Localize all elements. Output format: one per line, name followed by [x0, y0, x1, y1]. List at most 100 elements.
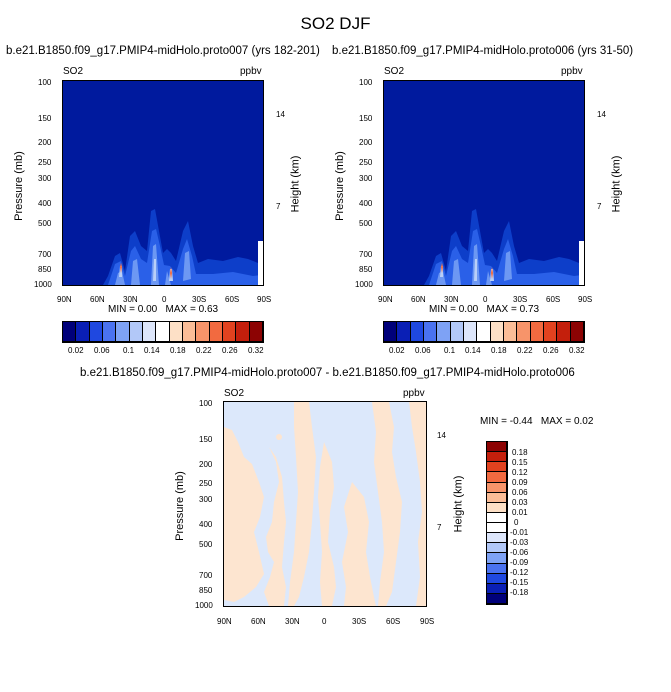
diff-y-tick-700: 700 [199, 571, 213, 580]
left-x-tick-30n: 30N [123, 295, 138, 304]
left-colorbar-swatch [102, 322, 117, 342]
right-x-tick-90s: 90S [578, 295, 593, 304]
diff-y-tick-100: 100 [199, 399, 213, 408]
right-plot-area [383, 80, 585, 286]
left-cbar-label-0.06: 0.06 [94, 346, 110, 355]
left-y-tick-200: 200 [38, 138, 52, 147]
diff-y-tick-850: 850 [199, 586, 213, 595]
left-cbar-label-0.18: 0.18 [170, 346, 186, 355]
diff-colorbar-swatch [487, 512, 507, 523]
right-y-tick-150: 150 [359, 114, 373, 123]
diff-x-tick-90s: 90S [420, 617, 435, 626]
diff-heatmap [224, 402, 426, 606]
right-colorbar-swatch [530, 322, 544, 342]
diff-cbar-label-14: -0.18 [510, 588, 529, 597]
left-cbar-label-0.14: 0.14 [144, 346, 160, 355]
right-panel-title: b.e21.B1850.f09_g17.PMIP4-midHolo.proto0… [332, 45, 634, 57]
right-colorbar-swatch [437, 322, 451, 342]
diff-y-right-axis-label: Height (km) [452, 475, 465, 533]
left-y-tick-100: 100 [38, 78, 52, 87]
diff-cbar-label-0: 0.18 [512, 448, 528, 457]
diff-y-tick-250: 250 [199, 479, 213, 488]
right-cbar-label-0.02: 0.02 [389, 346, 405, 355]
right-x-tick-60n: 60N [411, 295, 426, 304]
diff-min-label: MIN = [480, 416, 507, 427]
diff-cbar-label-2: 0.12 [512, 468, 528, 477]
right-x-tick-30n: 30N [444, 295, 459, 304]
diff-x-tick-90n: 90N [217, 617, 232, 626]
right-max-value: 0.73 [519, 304, 540, 315]
right-x-tick-0: 0 [483, 295, 488, 304]
right-cbar-label-0.1: 0.1 [444, 346, 456, 355]
left-variable-label: SO2 [63, 66, 84, 77]
right-y-tick-400: 400 [359, 199, 373, 208]
right-colorbar-swatch [463, 322, 478, 342]
diff-min-value: -0.44 [509, 416, 533, 427]
diff-y-tick-150: 150 [199, 435, 213, 444]
left-colorbar-swatch [156, 322, 170, 342]
diff-colorbar-swatch [487, 563, 507, 574]
left-units-label: ppbv [240, 66, 262, 77]
left-max-value: 0.63 [198, 304, 219, 315]
right-cbar-label-0.32: 0.32 [569, 346, 585, 355]
diff-x-tick-60n: 60N [251, 617, 266, 626]
diff-y-right-tick-14: 14 [437, 431, 446, 440]
right-colorbar-swatch [397, 322, 411, 342]
right-colorbar-swatch [517, 322, 531, 342]
diff-colorbar-swatch [487, 452, 507, 463]
diff-y-axis-label: Pressure (mb) [173, 471, 186, 541]
diff-plot-area [223, 401, 427, 607]
diff-x-tick-30n: 30N [285, 617, 300, 626]
right-y-right-axis-label: Height (km) [610, 155, 623, 213]
left-max-label: MAX = [165, 304, 196, 315]
left-panel-title: b.e21.B1850.f09_g17.PMIP4-midHolo.proto0… [6, 45, 320, 57]
diff-stats: MIN = -0.44 MAX = 0.02 [480, 416, 593, 427]
right-heatmap [384, 81, 584, 285]
left-y-right-tick-14: 14 [276, 110, 285, 119]
diff-max-label: MAX = [540, 416, 572, 427]
left-x-tick-60s: 60S [225, 295, 240, 304]
diff-cbar-label-7: 0 [514, 518, 519, 527]
left-y-right-axis-label: Height (km) [289, 155, 302, 213]
right-y-tick-200: 200 [359, 138, 373, 147]
right-units-label: ppbv [561, 66, 583, 77]
left-plot-area [62, 80, 264, 286]
diff-cbar-label-9: -0.03 [510, 538, 529, 547]
left-colorbar-swatch [63, 322, 77, 342]
left-stats: MIN = 0.00 MAX = 0.63 [108, 304, 218, 315]
right-y-right-tick-7: 7 [597, 202, 602, 211]
left-colorbar-swatch [116, 322, 130, 342]
diff-cbar-label-11: -0.09 [510, 558, 529, 567]
figure-title: SO2 DJF [300, 14, 371, 33]
left-colorbar-swatch [222, 322, 237, 342]
right-colorbar [383, 321, 585, 343]
left-colorbar-swatch [89, 322, 103, 342]
right-stats: MIN = 0.00 MAX = 0.73 [429, 304, 539, 315]
left-x-tick-30s: 30S [192, 295, 207, 304]
right-x-tick-90n: 90N [378, 295, 393, 304]
diff-colorbar-swatch [487, 593, 507, 604]
left-colorbar-swatch [196, 322, 210, 342]
right-x-tick-30s: 30S [513, 295, 528, 304]
diff-cbar-label-6: 0.01 [512, 508, 528, 517]
left-y-right-tick-7: 7 [276, 202, 281, 211]
left-cbar-label-0.1: 0.1 [123, 346, 135, 355]
left-colorbar-swatch [76, 322, 90, 342]
left-y-tick-1000: 1000 [34, 280, 52, 289]
right-cbar-label-0.14: 0.14 [465, 346, 481, 355]
right-y-tick-500: 500 [359, 219, 373, 228]
diff-colorbar-swatch [487, 553, 507, 564]
left-y-axis-label: Pressure (mb) [12, 151, 25, 221]
left-colorbar-swatch [182, 322, 197, 342]
left-y-tick-300: 300 [38, 174, 52, 183]
left-y-tick-850: 850 [38, 265, 52, 274]
right-y-tick-850: 850 [359, 265, 373, 274]
diff-colorbar-swatch [487, 472, 507, 483]
right-colorbar-swatch [450, 322, 464, 342]
left-x-tick-60n: 60N [90, 295, 105, 304]
right-colorbar-swatch [503, 322, 518, 342]
right-y-tick-250: 250 [359, 158, 373, 167]
diff-x-tick-0: 0 [322, 617, 327, 626]
left-x-tick-90s: 90S [257, 295, 272, 304]
left-cbar-label-0.22: 0.22 [196, 346, 212, 355]
